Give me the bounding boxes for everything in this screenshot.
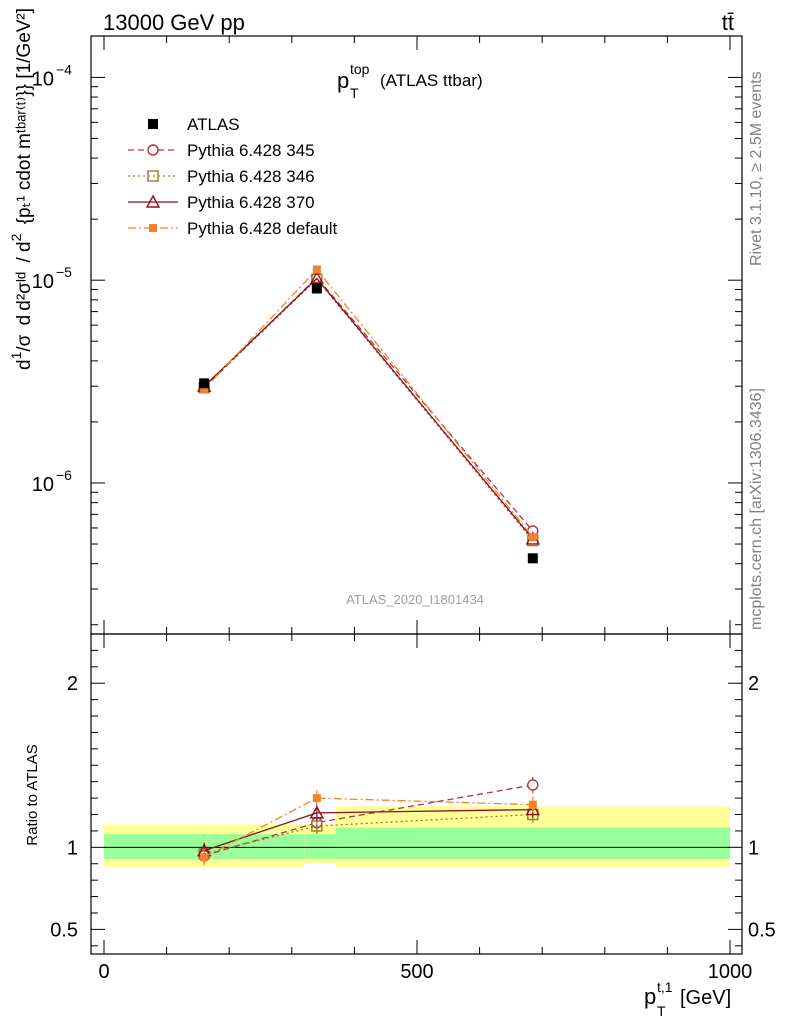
ratio-tick-label-right: 2 — [748, 673, 759, 695]
series-line-0 — [203, 276, 534, 532]
ratio-tick-label-right: 1 — [748, 837, 759, 859]
ratio-tick-label: 1 — [67, 837, 78, 859]
ratio-band-inner-1 — [304, 834, 336, 859]
mcplots-label: mcplots.cern.ch [arXiv:1306.3436] — [748, 388, 765, 630]
legend-label: ATLAS — [187, 115, 240, 134]
svg-text:T: T — [657, 1003, 666, 1019]
analysis-tag: ATLAS_2020_I1801434 — [346, 592, 484, 607]
legend-label: Pythia 6.428 345 — [187, 141, 315, 160]
legend-label: Pythia 6.428 346 — [187, 167, 315, 186]
ratio-tick-label: 2 — [67, 673, 78, 695]
ratio-point-3 — [528, 800, 537, 809]
series-point-2 — [309, 270, 325, 285]
series-line-2 — [203, 277, 534, 540]
series-point-3 — [528, 533, 537, 542]
legend-marker — [149, 224, 157, 232]
svg-text:(ATLAS ttbar): (ATLAS ttbar) — [380, 71, 483, 90]
y-tick-label-exponent: −4 — [56, 61, 72, 77]
ratio-y-label: Ratio to ATLAS — [24, 744, 41, 845]
ratio-point-1 — [311, 820, 323, 832]
legend-marker — [147, 144, 159, 156]
plot-title: p top T (ATLAS ttbar) — [337, 61, 483, 101]
ratio-point-0 — [527, 779, 539, 791]
y-axis-label: d1/σ dd²σᴵᵈ / d2 {pₜ¹ cdot mᵗᵇᵃʳ⁽ᵗ⁾}} [1… — [5, 8, 35, 370]
data-point — [311, 283, 322, 294]
y-tick-label: 10 — [32, 68, 54, 90]
uncertainty-bands — [104, 806, 730, 868]
header-left: 13000 GeV pp — [103, 10, 245, 35]
data-series — [196, 265, 540, 564]
ratio-plot-frame — [90, 633, 743, 955]
data-point — [527, 553, 538, 564]
ratio-band-inner-2 — [335, 827, 730, 859]
svg-text:[GeV]: [GeV] — [680, 987, 731, 1009]
svg-text:T: T — [350, 85, 359, 101]
legend-marker — [145, 194, 161, 208]
ratio-tick-label: 0.5 — [50, 919, 78, 941]
y-tick-label: 10 — [32, 271, 54, 293]
ratio-point-3 — [312, 794, 321, 803]
series-point-3 — [312, 265, 321, 274]
ratio-point-2 — [525, 802, 540, 816]
legend-marker — [147, 170, 159, 182]
x-tick-label: 0 — [98, 961, 109, 983]
svg-text:p: p — [337, 68, 349, 93]
svg-text:p: p — [644, 984, 656, 1009]
y-tick-label: 10 — [32, 474, 54, 496]
data-point — [199, 378, 210, 389]
legend: ATLAS Pythia 6.428 345 Pythia 6.428 346 Pyt… — [128, 115, 338, 238]
x-tick-label: 1000 — [708, 961, 753, 983]
y-tick-label-exponent: −6 — [56, 467, 72, 483]
legend-marker — [148, 119, 158, 129]
ratio-point-2 — [309, 805, 325, 819]
ratio-series — [196, 776, 540, 866]
legend-label: Pythia 6.428 default — [187, 219, 338, 238]
ratio-point-3 — [200, 853, 209, 862]
rivet-label: Rivet 3.1.10, ≥ 2.5M events — [748, 71, 765, 266]
svg-text:d1/σ dd²σᴵᵈ / d2: d1/σ dd²σᴵᵈ / d2 {pₜ¹ cdot mᵗᵇᵃʳ⁽ᵗ⁾}} [1… — [5, 8, 35, 370]
series-line-1 — [203, 278, 534, 541]
series-line-3 — [203, 268, 534, 538]
header-right: tt̄ — [722, 10, 734, 35]
legend-label: Pythia 6.428 370 — [187, 193, 315, 212]
ratio-line-0 — [203, 784, 533, 857]
ratio-tick-label-right: 0.5 — [748, 919, 776, 941]
svg-text:top: top — [350, 61, 370, 77]
y-tick-label-exponent: −5 — [56, 264, 72, 280]
x-axis-label: p t,1 T [GeV] — [644, 979, 731, 1019]
x-tick-label: 500 — [400, 961, 433, 983]
svg-text:t,1: t,1 — [657, 979, 673, 995]
series-point-3 — [200, 385, 209, 394]
